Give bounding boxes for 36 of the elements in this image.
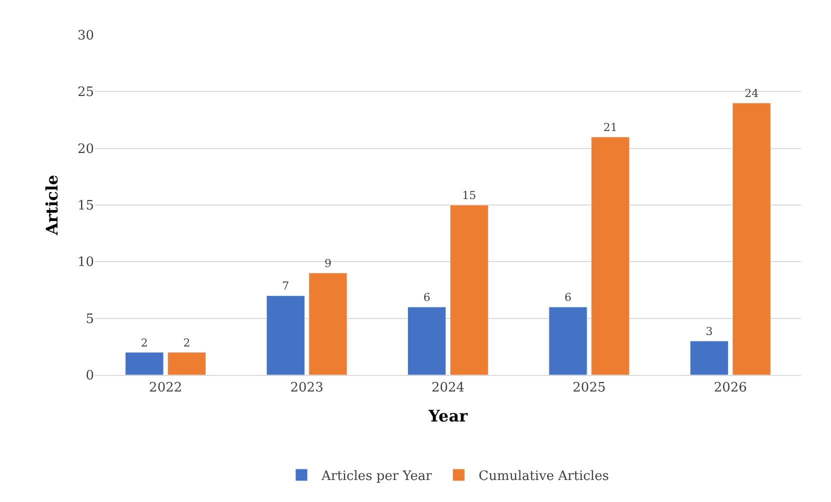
y-tick-label: 30: [77, 28, 94, 44]
bar: [732, 102, 771, 375]
x-tick-label: 2022: [149, 380, 182, 396]
bar: [167, 352, 206, 375]
bar: [308, 272, 348, 375]
y-tick-label: 5: [86, 312, 94, 327]
data-label: 6: [564, 291, 572, 304]
x-tick-label: 2024: [431, 380, 465, 396]
data-label: 7: [282, 280, 290, 293]
y-tick-label: 10: [77, 255, 94, 270]
data-label: 2: [183, 336, 190, 350]
legend-label: Articles per Year: [320, 469, 433, 484]
data-label: 2: [140, 336, 148, 350]
data-label: 21: [603, 121, 618, 134]
data-label: 6: [423, 291, 430, 304]
bar: [408, 306, 446, 375]
y-tick-label: 0: [86, 368, 94, 384]
bar: [690, 340, 729, 375]
x-tick-label: 2023: [290, 380, 324, 396]
bar: [266, 295, 305, 375]
bar: [125, 352, 164, 375]
data-label: 9: [324, 257, 332, 270]
bar: [591, 136, 630, 375]
x-tick-label: 2025: [572, 380, 606, 396]
x-axis-title: Year: [427, 406, 468, 426]
y-tick-label: 15: [77, 198, 94, 214]
x-tick-label: 2026: [714, 380, 747, 396]
y-tick-label: 20: [77, 142, 94, 157]
y-axis-title: Article: [42, 174, 62, 236]
data-label: 15: [462, 189, 476, 202]
data-label: 3: [706, 325, 713, 338]
bar: [450, 204, 488, 375]
data-label: 24: [744, 87, 759, 100]
legend-label: Cumulative Articles: [478, 469, 609, 484]
y-tick-label: 25: [77, 85, 94, 100]
bar: [548, 306, 588, 375]
